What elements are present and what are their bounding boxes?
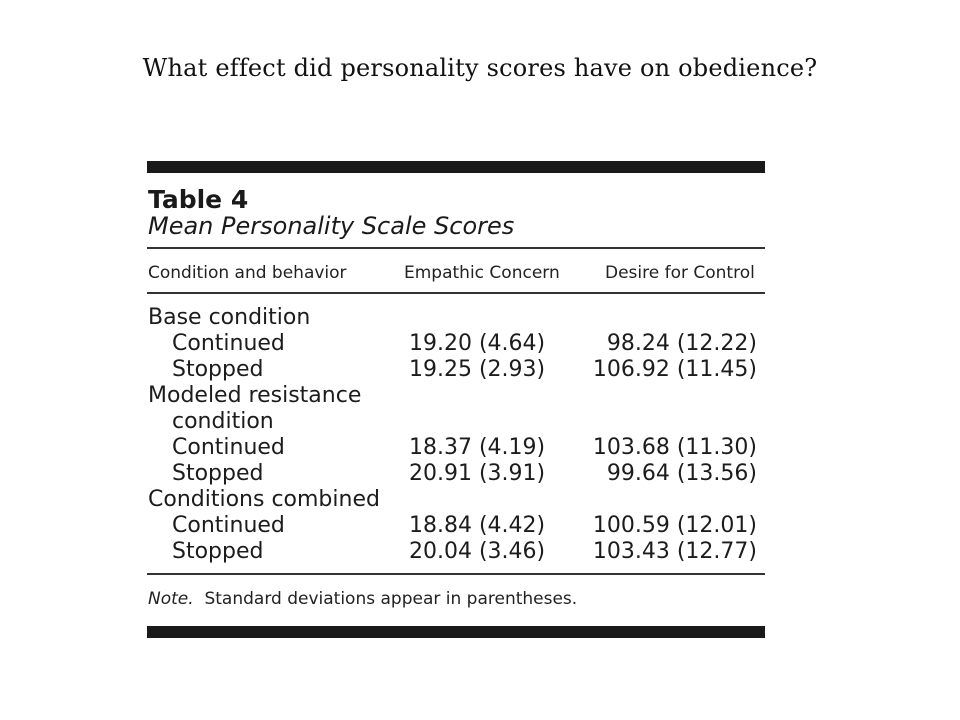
row-label: Modeled resistance xyxy=(148,383,362,408)
row-label: Continued xyxy=(172,513,285,538)
row-label: condition xyxy=(172,409,274,434)
bottom-rule xyxy=(147,573,765,575)
header-empathic-concern: Empathic Concern xyxy=(404,263,560,283)
bottom-thick-rule xyxy=(147,626,765,638)
empathic-concern-value: 18.37 (4.19) xyxy=(409,435,546,460)
table-row: Continued 19.20 (4.64) 98.24 (12.22) xyxy=(147,331,765,357)
table-row: Continued 18.84 (4.42) 100.59 (12.01) xyxy=(147,513,765,539)
desire-for-control-value: 103.43 (12.77) xyxy=(592,539,757,564)
desire-for-control-value: 106.92 (11.45) xyxy=(592,357,757,382)
desire-for-control-value: 100.59 (12.01) xyxy=(592,513,757,538)
desire-for-control-value: 99.64 (13.56) xyxy=(606,461,757,486)
note-label: Note. xyxy=(148,589,194,609)
table-note: Note. Standard deviations appear in pare… xyxy=(148,589,577,609)
row-label: Stopped xyxy=(172,461,264,486)
row-label: Conditions combined xyxy=(148,487,380,512)
table-row: Conditions combined xyxy=(147,487,765,513)
empathic-concern-value: 19.25 (2.93) xyxy=(409,357,546,382)
header-desire-for-control: Desire for Control xyxy=(605,263,755,283)
desire-for-control-value: 103.68 (11.30) xyxy=(592,435,757,460)
row-label: Base condition xyxy=(148,305,311,330)
table-row: Modeled resistance xyxy=(147,383,765,409)
table-row: Base condition xyxy=(147,305,765,331)
table-row: Stopped 20.91 (3.91) 99.64 (13.56) xyxy=(147,461,765,487)
table-caption: Mean Personality Scale Scores xyxy=(148,212,515,240)
table-label: Table 4 xyxy=(148,185,249,214)
empathic-concern-value: 19.20 (4.64) xyxy=(409,331,546,356)
caption-rule xyxy=(147,247,765,249)
empathic-concern-value: 18.84 (4.42) xyxy=(409,513,546,538)
header-rule xyxy=(147,292,765,294)
empathic-concern-value: 20.91 (3.91) xyxy=(409,461,546,486)
row-label: Stopped xyxy=(172,539,264,564)
note-text: Standard deviations appear in parenthese… xyxy=(204,589,578,609)
desire-for-control-value: 98.24 (12.22) xyxy=(606,331,757,356)
slide-title: What effect did personality scores have … xyxy=(142,54,818,82)
header-condition: Condition and behavior xyxy=(148,263,347,283)
empathic-concern-value: 20.04 (3.46) xyxy=(409,539,546,564)
table-row: Continued 18.37 (4.19) 103.68 (11.30) xyxy=(147,435,765,461)
table-figure: Table 4 Mean Personality Scale Scores Co… xyxy=(147,161,765,638)
row-label: Stopped xyxy=(172,357,264,382)
table-row: Stopped 20.04 (3.46) 103.43 (12.77) xyxy=(147,539,765,565)
table-row: Stopped 19.25 (2.93) 106.92 (11.45) xyxy=(147,357,765,383)
row-label: Continued xyxy=(172,435,285,460)
table-row: condition xyxy=(147,409,765,435)
row-label: Continued xyxy=(172,331,285,356)
top-rule xyxy=(147,161,765,173)
